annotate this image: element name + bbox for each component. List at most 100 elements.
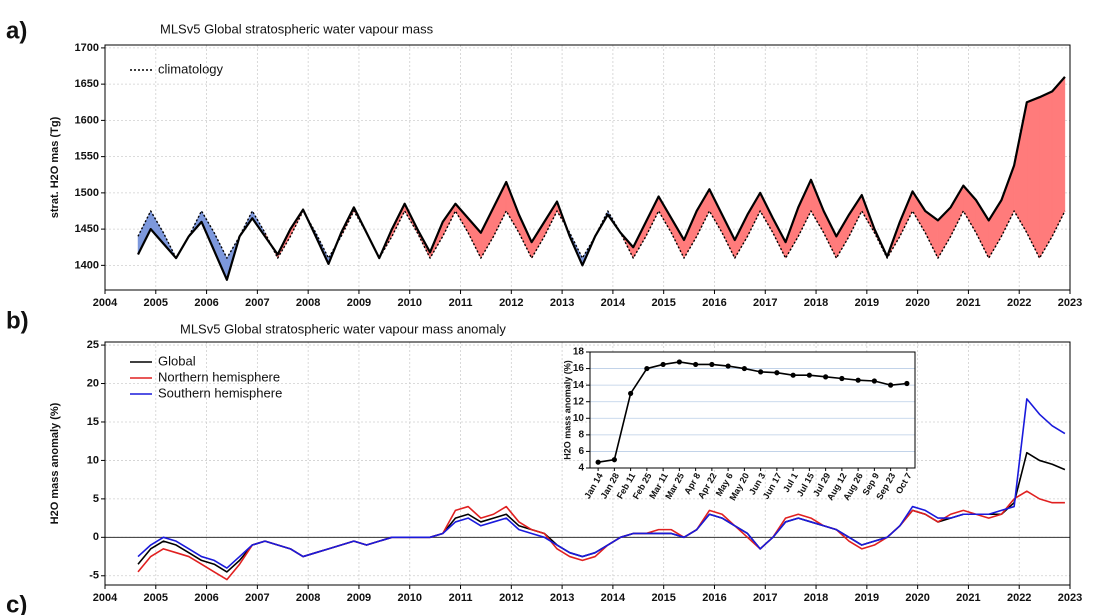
x-tick-label: 2014 [601, 592, 626, 604]
point [611, 457, 617, 463]
y-tick-label: 16 [573, 363, 585, 374]
series-line [598, 361, 907, 463]
plot-frame [104, 341, 1071, 586]
y-tick-label: 4 [578, 463, 584, 474]
point [628, 390, 634, 397]
panel-label: a) [6, 17, 27, 44]
point [676, 359, 682, 365]
x-tick-label: 2004 [93, 592, 118, 604]
difference-fill [1051, 76, 1066, 237]
x-tick-label: 2004 [93, 297, 118, 309]
legend-label: Southern hemisphere [158, 385, 282, 400]
x-tick-label: 2019 [855, 297, 879, 309]
legend-label: climatology [158, 61, 224, 76]
y-tick-label: 5 [93, 493, 99, 505]
x-tick-label: 2021 [956, 592, 980, 604]
x-tick-label: 2008 [296, 592, 320, 604]
point [595, 459, 601, 465]
x-tick-label: 2017 [753, 297, 777, 309]
point [758, 369, 764, 375]
point [855, 377, 861, 383]
panel-label: c) [6, 591, 27, 615]
plot-background [590, 352, 915, 468]
x-tick-label: 2012 [499, 592, 523, 604]
x-tick-label: 2011 [449, 297, 473, 309]
point [644, 365, 650, 372]
point [774, 370, 780, 376]
point [790, 372, 796, 378]
legend-label: Northern hemisphere [158, 369, 280, 384]
point [660, 361, 666, 368]
y-tick-label: 25 [87, 339, 99, 351]
y-tick-label: 0 [93, 531, 99, 543]
panel-label: b) [6, 307, 29, 334]
difference-fill [1039, 91, 1053, 260]
x-tick-label: 2014 [601, 297, 626, 309]
x-tick-label: 2009 [347, 297, 371, 309]
x-tick-label: 2017 [753, 592, 777, 604]
x-tick-label: 2020 [905, 297, 929, 309]
y-tick-label: 8 [578, 429, 584, 440]
y-tick-label: 1400 [75, 259, 99, 271]
y-tick-label: 10 [87, 454, 99, 466]
point [806, 372, 812, 378]
chart-title: MLSv5 Global stratospheric water vapour … [180, 321, 506, 336]
y-tick-label: 18 [573, 347, 585, 358]
series-line [137, 76, 1066, 281]
x-tick-label: 2007 [245, 592, 269, 604]
y-tick-label: 1450 [75, 223, 99, 235]
plot-frame [589, 351, 916, 469]
x-tick-label: 2007 [245, 297, 269, 309]
x-tick-label: 2005 [144, 592, 168, 604]
x-tick-label: 2021 [956, 297, 980, 309]
x-tick-label: 2010 [397, 592, 421, 604]
x-tick-label: 2019 [855, 592, 879, 604]
y-axis-label: strat. H2O mas (Tg) [49, 116, 61, 218]
y-tick-label: 1500 [75, 187, 99, 199]
y-axis-label: H2O mass anomaly (%) [49, 402, 61, 524]
x-tick-label: 2011 [449, 592, 473, 604]
point [709, 361, 715, 368]
x-tick-label: 2015 [651, 297, 675, 309]
y-tick-label: 10 [573, 413, 585, 424]
point [888, 382, 894, 388]
point [725, 363, 731, 369]
x-tick-label: 2018 [804, 297, 828, 309]
point [871, 378, 877, 384]
y-tick-label: 1600 [75, 114, 99, 126]
y-tick-label: 1700 [75, 42, 99, 54]
x-tick-label: 2018 [804, 592, 828, 604]
series-line [137, 398, 1066, 569]
y-tick-label: 15 [87, 416, 99, 428]
y-tick-label: 6 [578, 446, 584, 457]
x-tick-label: 2013 [550, 592, 574, 604]
x-tick-label: 2006 [194, 592, 218, 604]
x-tick-label: 2015 [651, 592, 675, 604]
point [839, 375, 845, 382]
x-tick-label: 2022 [1007, 592, 1031, 604]
x-tick-label: 2022 [1007, 297, 1031, 309]
x-tick-label: 2020 [905, 592, 929, 604]
point [741, 365, 747, 372]
x-tick-label: 2008 [296, 297, 320, 309]
point [904, 380, 910, 387]
x-tick-label: 2023 [1058, 592, 1082, 604]
x-tick-label: 2009 [347, 592, 371, 604]
x-tick-label: 2013 [550, 297, 574, 309]
x-tick-label: 2006 [194, 297, 218, 309]
y-tick-label: 1650 [75, 78, 99, 90]
legend-label: Global [158, 353, 196, 368]
y-tick-label: 1550 [75, 151, 99, 163]
y-tick-label: 14 [573, 380, 585, 391]
y-tick-label: -5 [89, 570, 99, 582]
difference-fill [1026, 96, 1040, 259]
point [693, 361, 699, 368]
point [823, 374, 829, 380]
chart-title: MLSv5 Global stratospheric water vapour … [160, 21, 434, 36]
x-tick-label: 2023 [1058, 297, 1082, 309]
y-tick-label: 12 [573, 396, 585, 407]
x-tick-label: 2016 [702, 592, 726, 604]
x-tick-label: 2012 [499, 297, 523, 309]
y-tick-label: 20 [87, 377, 99, 389]
